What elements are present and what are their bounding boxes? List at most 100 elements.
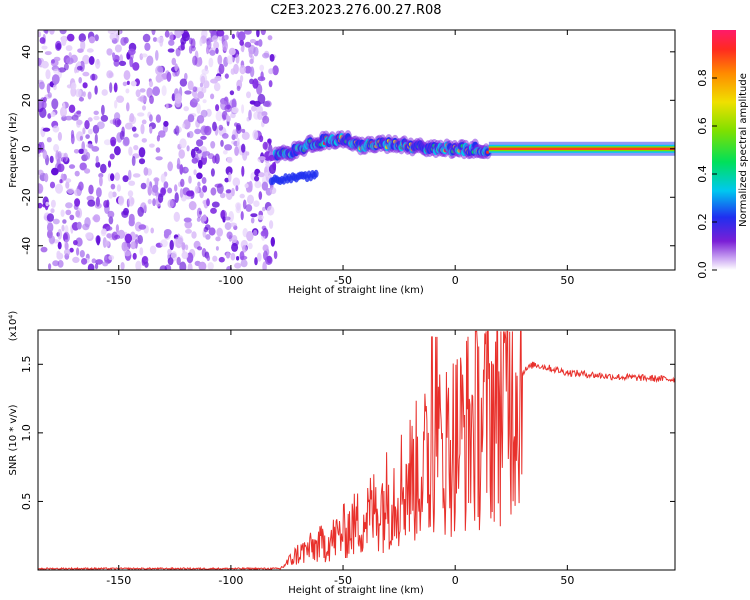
noise-blob <box>266 255 272 264</box>
noise-blob <box>130 80 137 87</box>
noise-blob <box>142 33 151 43</box>
noise-blob <box>174 184 178 192</box>
noise-blob <box>202 151 207 159</box>
noise-blob <box>144 42 151 51</box>
colorbar-tick-label: 0.4 <box>696 165 709 183</box>
noise-blob <box>86 195 95 201</box>
noise-blob <box>262 52 270 59</box>
y-tick-label: 1.5 <box>20 356 33 374</box>
spectrogram-x-label: Height of straight line (km) <box>288 285 424 296</box>
noise-blob <box>166 71 172 82</box>
noise-blob <box>140 182 147 190</box>
noise-blob <box>112 118 117 126</box>
noise-blob <box>84 168 91 174</box>
noise-blob <box>218 124 224 131</box>
noise-blob <box>213 82 221 92</box>
noise-blob <box>168 39 175 46</box>
noise-blob <box>80 39 86 51</box>
noise-blob <box>85 134 90 140</box>
noise-blob <box>239 251 245 261</box>
noise-blob <box>65 202 73 209</box>
noise-blob <box>224 104 232 113</box>
noise-blob <box>107 160 112 168</box>
noise-blob <box>228 211 234 222</box>
noise-blob <box>94 133 98 144</box>
y-tick-label: -40 <box>20 237 33 255</box>
noise-blob <box>239 39 244 46</box>
noise-blob <box>152 37 158 42</box>
noise-blob <box>42 150 48 160</box>
noise-blob <box>249 100 256 105</box>
noise-blob <box>226 55 234 65</box>
noise-blob <box>197 91 205 99</box>
noise-blob <box>124 122 133 130</box>
noise-blob <box>152 86 161 97</box>
x-tick-label: -50 <box>334 574 352 587</box>
noise-blob <box>82 127 86 135</box>
noise-blob <box>46 213 55 222</box>
noise-blob <box>248 109 252 121</box>
noise-blob <box>227 172 232 183</box>
noise-blob <box>263 250 268 261</box>
noise-blob <box>231 98 237 110</box>
noise-blob <box>128 115 137 125</box>
noise-blob <box>95 235 101 244</box>
noise-blob <box>44 173 49 183</box>
snr-panel: -150 -100 -50 0 50 0.5 1.0 1.5 Height of straig… <box>8 311 676 596</box>
noise-blob <box>52 125 60 133</box>
noise-blob <box>124 233 133 244</box>
x-tick-label: -100 <box>218 274 243 287</box>
noise-blob <box>216 30 225 37</box>
noise-blob <box>133 133 139 138</box>
noise-blob <box>247 242 253 250</box>
noise-blob <box>231 187 235 197</box>
snr-series-line <box>38 330 675 570</box>
noise-blob <box>73 149 80 154</box>
noise-blob <box>68 164 76 169</box>
noise-blob <box>109 153 115 160</box>
noise-blob <box>184 220 193 229</box>
noise-blob <box>241 104 245 114</box>
noise-blob <box>215 246 219 251</box>
noise-blob <box>73 240 78 246</box>
noise-blob <box>158 193 164 203</box>
noise-blob <box>179 188 184 198</box>
noise-blob <box>174 30 182 39</box>
noise-blob <box>215 47 219 55</box>
noise-blob <box>76 247 80 256</box>
colorbar-tick-label: 0.2 <box>696 213 709 231</box>
noise-blob <box>119 130 125 140</box>
x-tick-label: 50 <box>560 274 574 287</box>
noise-blob <box>245 151 250 156</box>
noise-blob <box>79 250 85 258</box>
noise-blob <box>76 65 83 71</box>
noise-blob <box>137 206 144 217</box>
noise-blob <box>127 48 136 56</box>
noise-blob <box>91 73 96 81</box>
noise-blob <box>219 192 226 199</box>
noise-blob <box>47 92 52 98</box>
noise-blob <box>141 119 147 125</box>
noise-blob <box>180 30 184 35</box>
noise-blob <box>167 257 174 266</box>
y-tick-label: 1.0 <box>20 424 33 442</box>
noise-blob <box>129 56 134 68</box>
colorbar-gradient <box>712 30 736 270</box>
noise-blob <box>65 209 72 216</box>
noise-blob <box>181 123 186 129</box>
noise-blob <box>207 262 214 270</box>
noise-blob <box>88 56 95 65</box>
noise-blob <box>184 90 192 95</box>
noise-blob <box>126 102 130 112</box>
noise-blob <box>65 45 73 52</box>
noise-blob <box>138 158 146 165</box>
noise-blob <box>110 183 116 190</box>
noise-blob <box>53 84 57 91</box>
noise-blob <box>53 68 60 74</box>
noise-blob <box>202 185 208 193</box>
noise-blob <box>94 85 98 95</box>
noise-blob <box>95 259 103 265</box>
noise-blob <box>122 175 129 183</box>
noise-blob <box>211 35 218 42</box>
noise-blob <box>229 222 237 227</box>
